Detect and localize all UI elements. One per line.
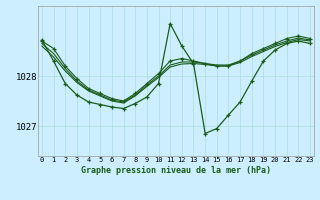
X-axis label: Graphe pression niveau de la mer (hPa): Graphe pression niveau de la mer (hPa) [81, 166, 271, 175]
